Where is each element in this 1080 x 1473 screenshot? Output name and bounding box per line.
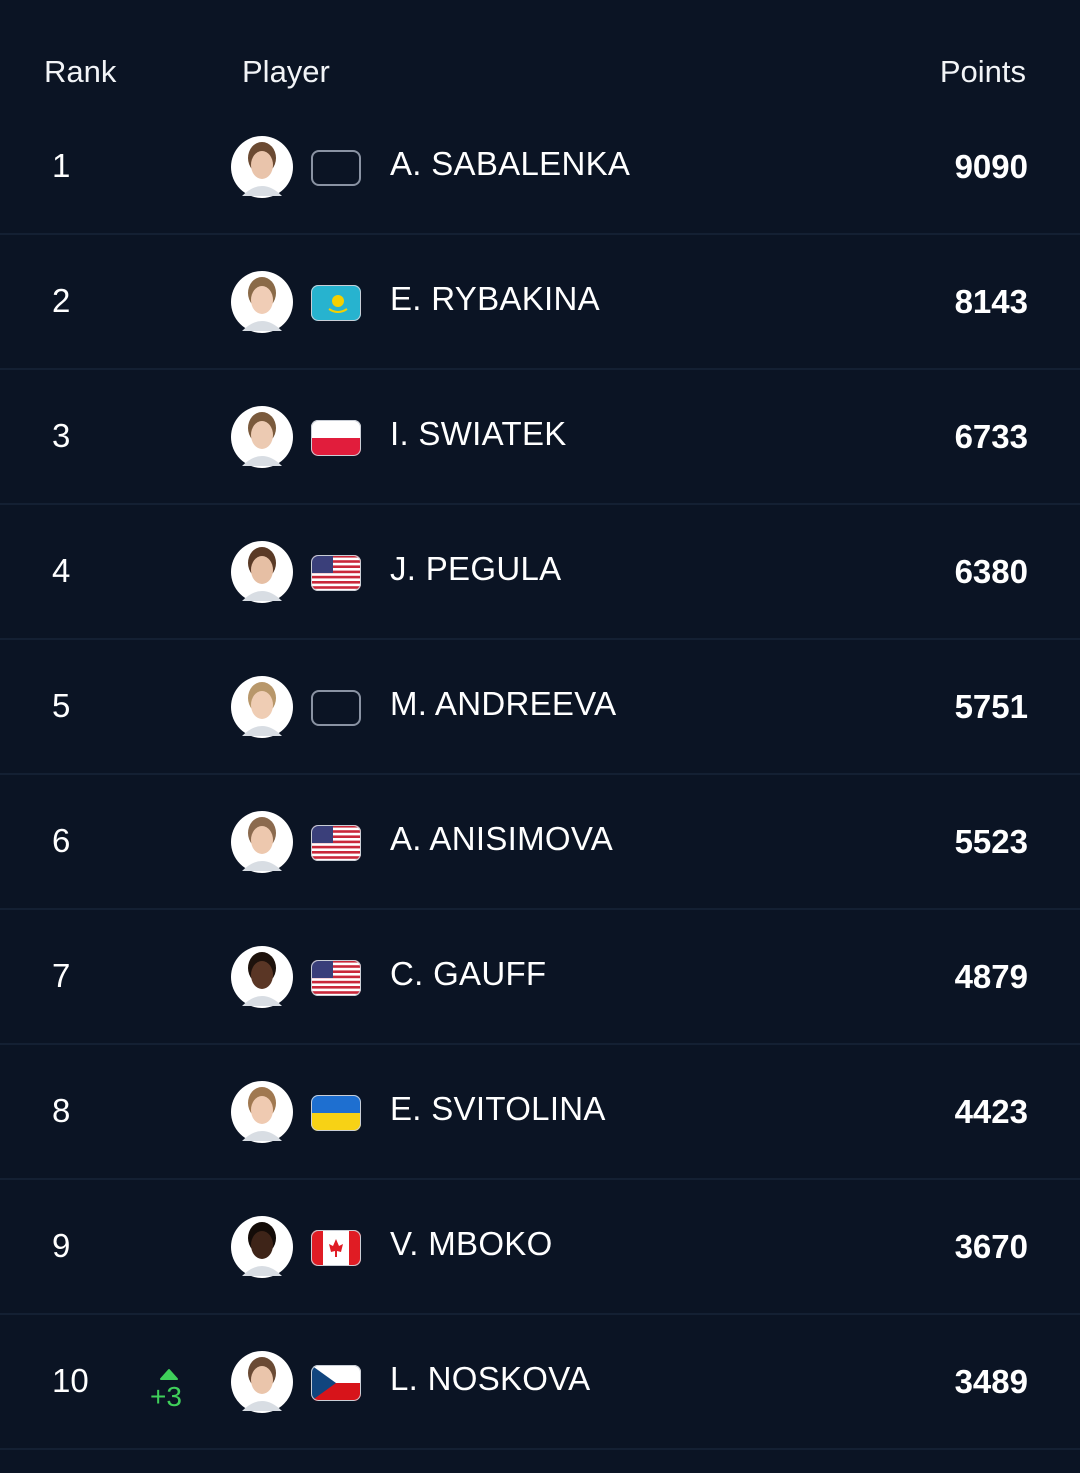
flag: [311, 420, 361, 456]
ranking-row: 9 V. MBOKO 3670: [0, 1180, 1080, 1315]
avatar: [231, 1216, 293, 1278]
flag: [311, 1365, 361, 1401]
points: 4423: [954, 1093, 1028, 1130]
rank: 6: [52, 822, 71, 859]
points: 9090: [954, 148, 1028, 185]
flag: [311, 285, 361, 321]
rank-movement: +3: [150, 1381, 182, 1412]
player-name: J. PEGULA: [390, 550, 562, 587]
player-name: E. RYBAKINA: [390, 280, 600, 317]
points: 4879: [954, 958, 1028, 995]
flag: [311, 690, 361, 726]
points: 5751: [954, 688, 1028, 725]
player-name: M. ANDREEVA: [390, 685, 617, 722]
ranking-row: 4 J. PEGULA 6380: [0, 505, 1080, 640]
rank: 9: [52, 1227, 71, 1264]
player-icons: [231, 406, 361, 468]
rank: 5: [52, 687, 71, 724]
ranking-row: 7 C. GAUFF 4879: [0, 910, 1080, 1045]
ranking-row: 10 +3 L. NOSKOVA 3489: [0, 1315, 1080, 1450]
player-name: C. GAUFF: [390, 955, 547, 992]
avatar: [231, 946, 293, 1008]
player-icons: [231, 946, 361, 1008]
points: 6733: [954, 418, 1028, 455]
flag: [311, 960, 361, 996]
avatar: [231, 1351, 293, 1413]
player-name: V. MBOKO: [390, 1225, 553, 1262]
player-icons: [231, 1081, 361, 1143]
rank: 3: [52, 417, 71, 454]
player-icons: [231, 271, 361, 333]
avatar: [231, 406, 293, 468]
flag: [311, 1230, 361, 1266]
ranking-row: 6 A. ANISIMOVA 5523: [0, 775, 1080, 910]
column-header: Player: [242, 54, 330, 89]
ranking-row: 2 E. RYBAKINA 8143: [0, 235, 1080, 370]
player-icons: [231, 1216, 361, 1278]
player-name: A. SABALENKA: [390, 145, 631, 182]
player-name: E. SVITOLINA: [390, 1090, 606, 1127]
points: 3670: [954, 1228, 1028, 1265]
player-name: A. ANISIMOVA: [390, 820, 614, 857]
avatar: [231, 1081, 293, 1143]
rank: 10: [52, 1362, 89, 1399]
ranking-row: 8 E. SVITOLINA 4423: [0, 1045, 1080, 1180]
flag: [311, 555, 361, 591]
ranking-row: 5 M. ANDREEVA 5751: [0, 640, 1080, 775]
player-icons: [231, 676, 361, 738]
player-icons: [231, 1351, 361, 1413]
player-icons: [231, 811, 361, 873]
points: 5523: [954, 823, 1028, 860]
flag: [311, 150, 361, 186]
ranking-row: 1 A. SABALENKA 9090: [0, 100, 1080, 235]
rank: 7: [52, 957, 71, 994]
rank: 1: [52, 147, 71, 184]
rank: 2: [52, 282, 71, 319]
avatar: [231, 271, 293, 333]
flag: [311, 1095, 361, 1131]
player-name: I. SWIATEK: [390, 415, 567, 452]
rank: 4: [52, 552, 71, 589]
avatar: [231, 136, 293, 198]
player-icons: [231, 541, 361, 603]
avatar: [231, 811, 293, 873]
player-icons: [231, 136, 361, 198]
rank-up-icon: [160, 1369, 178, 1380]
flag: [311, 825, 361, 861]
points: 6380: [954, 553, 1028, 590]
rank: 8: [52, 1092, 71, 1129]
avatar: [231, 541, 293, 603]
points: 3489: [954, 1363, 1028, 1400]
avatar: [231, 676, 293, 738]
points: 8143: [954, 283, 1028, 320]
column-header: Rank: [44, 54, 117, 89]
ranking-row: 3 I. SWIATEK 6733: [0, 370, 1080, 505]
column-header: Points: [939, 54, 1026, 89]
player-name: L. NOSKOVA: [390, 1360, 591, 1397]
